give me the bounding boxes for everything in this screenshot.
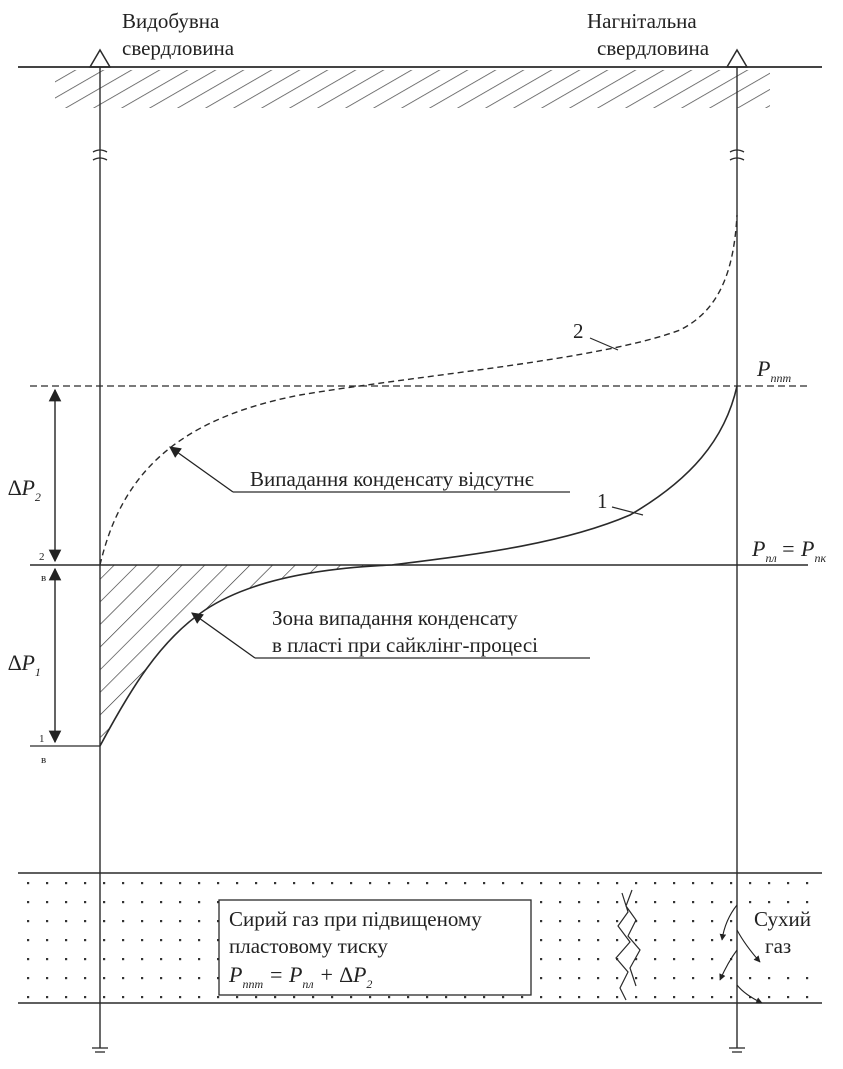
reservoir-text-line2: пластовому тиску <box>229 934 388 958</box>
production-well-label-line2: свердловина <box>122 36 235 60</box>
condensate-zone-hatch <box>100 565 392 746</box>
reservoir-formula: Pппт = Pпл + ∆P2 <box>228 962 372 991</box>
injection-well-label-line2: свердловина <box>597 36 710 60</box>
upper-small-mark-num: 2 <box>39 551 45 563</box>
production-well-label-line1: Видобувна <box>122 9 220 33</box>
curve-1 <box>99 385 738 747</box>
production-bottom-ground <box>92 1047 108 1053</box>
curve-2-number: 2 <box>573 319 584 343</box>
injection-well-label-line1: Нагнітальна <box>587 9 697 33</box>
lower-small-mark-sub: в <box>41 754 46 766</box>
curve-2 <box>99 214 738 566</box>
dry-gas-label-line1: Сухий <box>754 907 811 931</box>
lower-small-mark-num: 1 <box>39 733 45 745</box>
delta-p1-label: ∆P1 <box>8 650 41 679</box>
curve-2-leader <box>589 337 619 351</box>
condensate-zone-text-line1: Зона випадання конденсату <box>272 606 518 630</box>
injection-bore-break <box>729 149 745 161</box>
p-ppt-label: Pппт <box>756 356 791 385</box>
dry-gas-flow-arrows <box>719 904 763 1004</box>
dry-gas-label-bg <box>744 907 814 963</box>
dry-gas-label-line2: газ <box>765 934 791 958</box>
soil-hatch <box>55 70 770 108</box>
injection-wellhead-triangle <box>725 48 749 68</box>
delta-p2-label: ∆P2 <box>8 475 41 504</box>
reservoir-text-box <box>218 899 532 996</box>
reservoir-text-line1: Сирий газ при підвищеному <box>229 907 482 931</box>
condensate-zone-arrow <box>191 612 256 659</box>
gas-front-line <box>615 889 641 1001</box>
no-condensate-text: Випадання конденсату відсутнє <box>250 467 534 491</box>
production-wellhead-triangle <box>88 48 112 68</box>
curve-1-leader <box>611 506 644 516</box>
condensate-zone-text-line2: в пласті при сайклінг-процесі <box>272 633 538 657</box>
no-condensate-arrow <box>169 446 234 493</box>
curve-1-number: 1 <box>597 489 608 513</box>
upper-small-mark-sub: в <box>41 572 46 584</box>
injection-bottom-ground <box>729 1047 745 1053</box>
production-bore-break <box>92 149 108 161</box>
p-pl-label: Pпл = Pпк <box>751 536 826 565</box>
